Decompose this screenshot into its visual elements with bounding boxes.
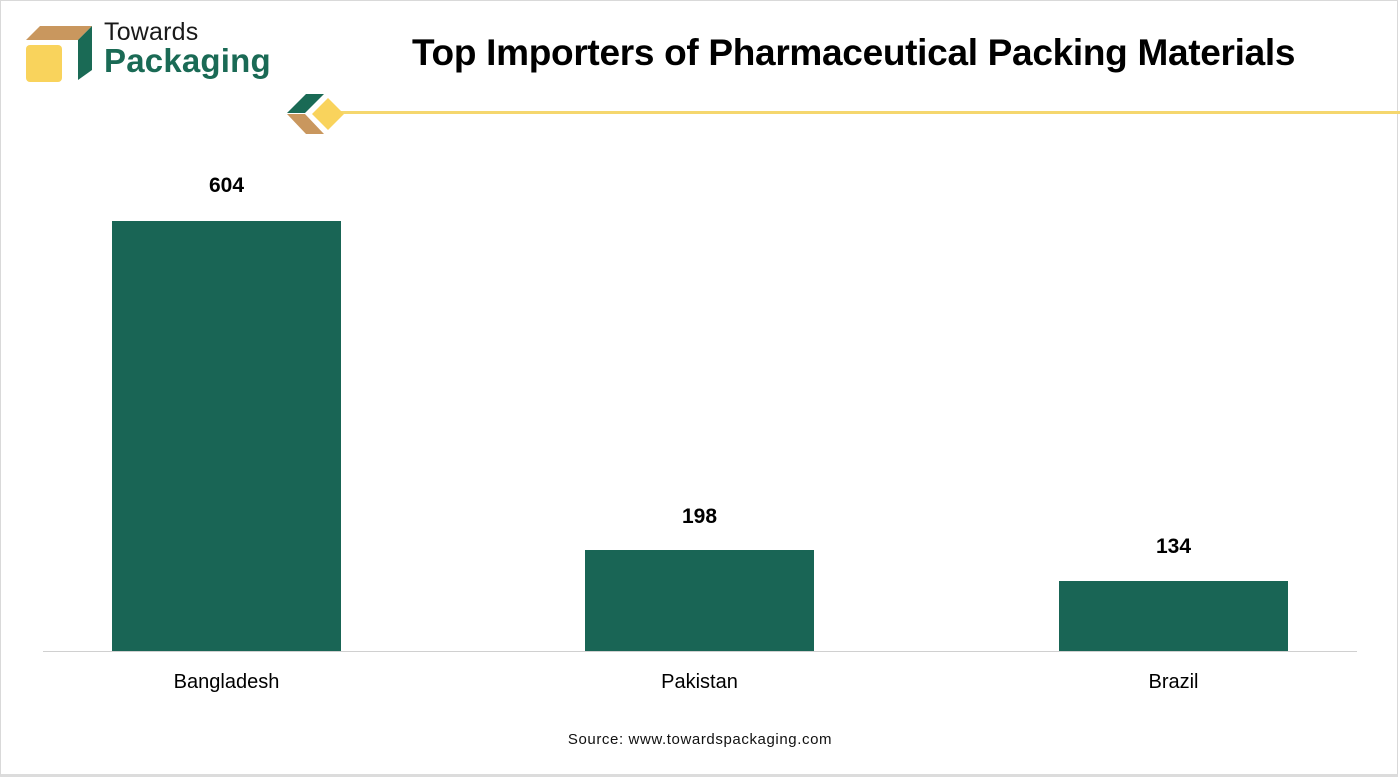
bar-value-label: 134: [1155, 535, 1192, 558]
category-label: Brazil: [1148, 671, 1199, 693]
accent-divider: [340, 111, 1400, 114]
source-note: Source: www.towardspackaging.com: [567, 731, 833, 748]
box-logo-icon: [26, 26, 92, 82]
x-axis-line: [43, 651, 1357, 652]
brand-name-line1: Towards: [104, 18, 199, 46]
category-label: Bangladesh: [173, 671, 280, 693]
bar-value-label: 604: [208, 174, 245, 197]
brand-logo: Towards Packaging: [26, 18, 276, 84]
chart-title: Top Importers of Pharmaceutical Packing …: [412, 32, 1296, 73]
bar-pakistan: [585, 550, 814, 651]
category-label: Pakistan: [661, 671, 738, 693]
chevron-diamond-icon: [287, 94, 344, 134]
bar-brazil: [1059, 581, 1288, 651]
brand-name-line2: Packaging: [104, 42, 271, 79]
bar-bangladesh: [112, 221, 341, 651]
bar-value-label: 198: [681, 505, 718, 528]
